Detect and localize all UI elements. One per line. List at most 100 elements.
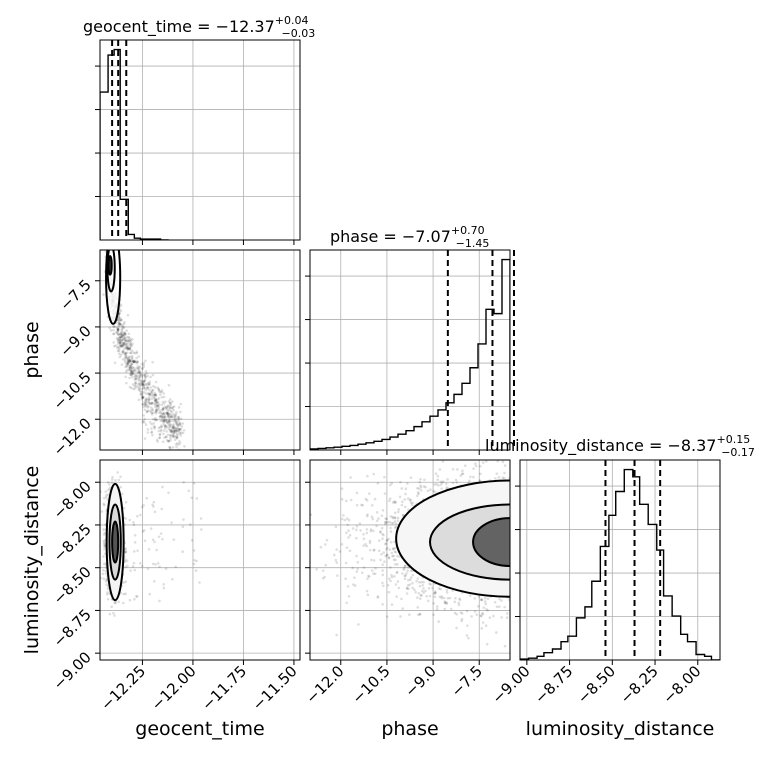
sample-point bbox=[157, 406, 161, 409]
contour-line bbox=[472, 517, 510, 567]
panel-frame bbox=[309, 459, 511, 661]
sample-point bbox=[128, 358, 132, 362]
sample-point bbox=[121, 350, 125, 353]
sample-point bbox=[324, 563, 327, 567]
sample-point bbox=[136, 365, 140, 368]
sample-point bbox=[352, 583, 355, 586]
sample-point bbox=[460, 619, 463, 623]
sample-point bbox=[355, 570, 359, 573]
sample-point bbox=[431, 586, 434, 590]
sample-point bbox=[158, 565, 161, 569]
sample-point bbox=[453, 600, 457, 604]
sample-point bbox=[408, 583, 412, 586]
sample-point bbox=[129, 371, 133, 375]
sample-point bbox=[195, 559, 198, 563]
sample-point bbox=[167, 408, 171, 411]
sample-point bbox=[119, 332, 122, 336]
sample-point bbox=[123, 548, 127, 551]
sample-point bbox=[173, 429, 177, 433]
sample-point bbox=[162, 402, 166, 405]
sample-point bbox=[174, 443, 178, 446]
sample-point bbox=[170, 419, 173, 423]
sample-point bbox=[404, 487, 408, 490]
sample-point bbox=[397, 508, 401, 511]
sample-point bbox=[345, 601, 348, 605]
sample-point bbox=[475, 613, 479, 616]
sample-point bbox=[481, 611, 484, 615]
sample-point bbox=[130, 370, 134, 374]
sample-point bbox=[145, 400, 149, 404]
sample-point bbox=[155, 548, 158, 552]
sample-point bbox=[124, 592, 127, 596]
sample-point bbox=[127, 359, 130, 363]
sample-point bbox=[105, 583, 108, 586]
sample-point bbox=[162, 411, 166, 415]
sample-point bbox=[133, 368, 136, 372]
sample-point bbox=[448, 596, 452, 600]
sample-point bbox=[362, 537, 366, 541]
sample-point bbox=[194, 569, 198, 572]
sample-point bbox=[149, 386, 153, 389]
sample-point bbox=[154, 412, 158, 415]
sample-point bbox=[417, 591, 421, 595]
sample-point bbox=[127, 367, 131, 370]
sample-point bbox=[383, 475, 386, 479]
sample-point bbox=[172, 429, 176, 433]
sample-point bbox=[488, 616, 492, 619]
sample-point bbox=[122, 322, 126, 326]
sample-point bbox=[154, 394, 158, 397]
tick-label-x: −8.00 bbox=[659, 662, 704, 707]
sample-point bbox=[132, 369, 136, 373]
sample-point bbox=[103, 547, 106, 551]
sample-point bbox=[192, 549, 196, 552]
sample-point bbox=[141, 530, 145, 533]
sample-point bbox=[118, 321, 121, 325]
sample-point bbox=[478, 479, 481, 482]
sample-point bbox=[119, 332, 122, 336]
sample-point bbox=[128, 347, 131, 350]
sample-point bbox=[444, 601, 447, 605]
sample-point bbox=[128, 598, 132, 602]
sample-point bbox=[119, 323, 123, 327]
sample-point bbox=[416, 486, 419, 490]
sample-point bbox=[372, 559, 376, 562]
sample-point bbox=[105, 592, 109, 596]
sample-point bbox=[144, 382, 148, 386]
sample-point bbox=[179, 450, 182, 453]
sample-point bbox=[119, 304, 123, 307]
sample-point bbox=[355, 524, 359, 528]
sample-point bbox=[167, 439, 170, 443]
sample-point bbox=[343, 518, 347, 522]
sample-point bbox=[336, 574, 339, 577]
sample-point bbox=[171, 445, 175, 449]
sample-point bbox=[142, 385, 146, 388]
sample-point bbox=[455, 481, 459, 484]
sample-point bbox=[124, 365, 127, 369]
sample-point bbox=[149, 410, 153, 414]
sample-point bbox=[409, 501, 413, 505]
sample-point bbox=[453, 455, 456, 458]
panel-distance-vs-geocent-time: −12.25−12.00−11.75−11.50−9.00−8.75−8.50−… bbox=[50, 459, 301, 714]
sample-point bbox=[156, 404, 160, 408]
sample-point bbox=[150, 401, 154, 405]
sample-point bbox=[143, 373, 147, 377]
sample-point bbox=[397, 586, 401, 590]
sample-point bbox=[423, 478, 426, 482]
sample-point bbox=[401, 572, 404, 575]
sample-point bbox=[121, 336, 125, 340]
sample-point bbox=[151, 538, 155, 542]
sample-point bbox=[155, 418, 159, 422]
sample-point bbox=[141, 419, 145, 422]
sample-point bbox=[105, 578, 108, 582]
sample-point bbox=[158, 433, 162, 437]
sample-point bbox=[139, 379, 143, 382]
sample-point bbox=[102, 542, 106, 546]
sample-point bbox=[126, 313, 130, 317]
sample-point bbox=[406, 584, 410, 587]
contour-line bbox=[429, 503, 510, 581]
sample-point bbox=[140, 395, 144, 399]
sample-point bbox=[131, 375, 134, 379]
sample-point bbox=[394, 551, 398, 554]
sample-point bbox=[435, 605, 439, 608]
sample-point bbox=[157, 396, 161, 400]
